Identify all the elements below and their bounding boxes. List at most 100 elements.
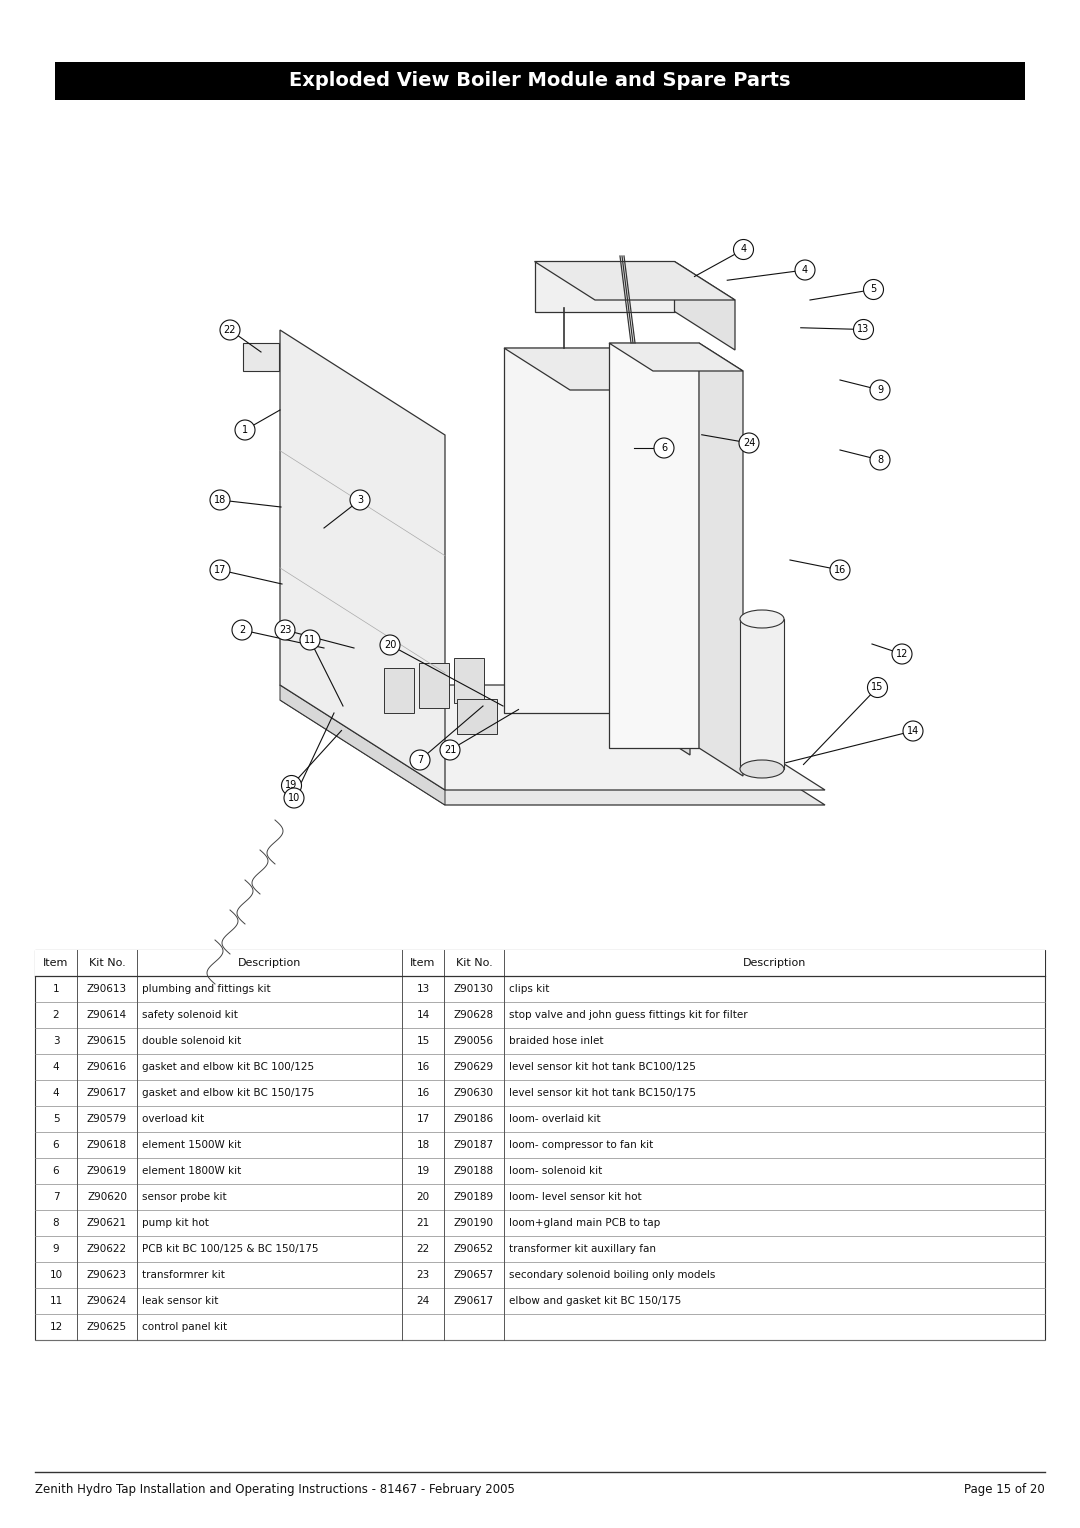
Text: braided hose inlet: braided hose inlet [509, 1036, 604, 1047]
Circle shape [440, 740, 460, 759]
Text: 11: 11 [50, 1296, 63, 1306]
Text: 16: 16 [417, 1062, 430, 1073]
Text: Z90617: Z90617 [86, 1088, 127, 1099]
Polygon shape [624, 348, 690, 755]
Text: Description: Description [743, 958, 806, 969]
Polygon shape [535, 261, 735, 299]
Text: 19: 19 [417, 1166, 430, 1177]
Text: control panel kit: control panel kit [141, 1322, 227, 1332]
Text: 20: 20 [383, 640, 396, 649]
Text: 7: 7 [53, 1192, 59, 1203]
Text: sensor probe kit: sensor probe kit [141, 1192, 227, 1203]
Text: gasket and elbow kit BC 150/175: gasket and elbow kit BC 150/175 [141, 1088, 314, 1099]
Bar [35, 950, 1045, 976]
Text: element 1500W kit: element 1500W kit [141, 1140, 241, 1151]
Circle shape [867, 677, 888, 697]
Text: level sensor kit hot tank BC150/175: level sensor kit hot tank BC150/175 [509, 1088, 696, 1099]
Circle shape [739, 432, 759, 452]
Text: elbow and gasket kit BC 150/175: elbow and gasket kit BC 150/175 [509, 1296, 681, 1306]
Text: 1: 1 [242, 425, 248, 435]
Polygon shape [535, 261, 675, 312]
Circle shape [410, 750, 430, 770]
Text: safety solenoid kit: safety solenoid kit [141, 1010, 238, 1021]
Text: Z90188: Z90188 [454, 1166, 494, 1177]
Circle shape [733, 240, 754, 260]
Polygon shape [384, 668, 414, 714]
Text: Z90614: Z90614 [86, 1010, 127, 1021]
Polygon shape [280, 685, 445, 805]
Circle shape [853, 319, 874, 339]
Text: 12: 12 [895, 649, 908, 659]
Text: 1: 1 [53, 984, 59, 995]
Text: 2: 2 [53, 1010, 59, 1021]
Text: 14: 14 [907, 726, 919, 736]
Text: Z90130: Z90130 [454, 984, 494, 995]
Text: 17: 17 [417, 1114, 430, 1125]
Text: Zenith Hydro Tap Installation and Operating Instructions - 81467 - February 2005: Zenith Hydro Tap Installation and Operat… [35, 1484, 515, 1496]
Text: 19: 19 [285, 781, 298, 790]
Text: Description: Description [238, 958, 301, 969]
Text: 3: 3 [53, 1036, 59, 1047]
Text: leak sensor kit: leak sensor kit [141, 1296, 218, 1306]
Polygon shape [280, 700, 825, 805]
Text: 16: 16 [834, 565, 846, 575]
Text: Z90628: Z90628 [454, 1010, 494, 1021]
Circle shape [232, 620, 252, 640]
Text: loom+gland main PCB to tap: loom+gland main PCB to tap [509, 1218, 660, 1229]
Text: 4: 4 [802, 264, 808, 275]
Circle shape [380, 636, 400, 656]
Circle shape [870, 380, 890, 400]
Polygon shape [454, 659, 484, 703]
Text: 9: 9 [877, 385, 883, 396]
Circle shape [350, 490, 370, 510]
Text: Z90629: Z90629 [454, 1062, 494, 1073]
Circle shape [220, 319, 240, 341]
Text: secondary solenoid boiling only models: secondary solenoid boiling only models [509, 1270, 715, 1280]
Circle shape [210, 490, 230, 510]
Circle shape [282, 776, 301, 796]
Text: 3: 3 [356, 495, 363, 504]
Bar [35, 950, 1045, 1340]
Text: 13: 13 [858, 324, 869, 335]
Text: level sensor kit hot tank BC100/125: level sensor kit hot tank BC100/125 [509, 1062, 696, 1073]
Ellipse shape [740, 759, 784, 778]
Circle shape [284, 788, 303, 808]
Polygon shape [609, 342, 699, 749]
Bar [243, 342, 279, 371]
Text: plumbing and fittings kit: plumbing and fittings kit [141, 984, 271, 995]
Text: 12: 12 [50, 1322, 63, 1332]
Text: 11: 11 [303, 636, 316, 645]
Text: transformer kit auxillary fan: transformer kit auxillary fan [509, 1244, 656, 1254]
Polygon shape [419, 663, 449, 707]
Text: Z90619: Z90619 [86, 1166, 127, 1177]
Text: Z90652: Z90652 [454, 1244, 494, 1254]
Circle shape [654, 439, 674, 458]
Text: Z90624: Z90624 [86, 1296, 127, 1306]
Ellipse shape [740, 610, 784, 628]
Circle shape [795, 260, 815, 280]
Polygon shape [699, 342, 743, 776]
Polygon shape [609, 342, 743, 371]
Text: Z90056: Z90056 [454, 1036, 494, 1047]
Text: 22: 22 [224, 325, 237, 335]
Text: 23: 23 [279, 625, 292, 636]
Text: 15: 15 [417, 1036, 430, 1047]
Text: Exploded View Boiler Module and Spare Parts: Exploded View Boiler Module and Spare Pa… [289, 72, 791, 90]
Text: 4: 4 [741, 244, 746, 255]
Text: Z90189: Z90189 [454, 1192, 494, 1203]
Text: pump kit hot: pump kit hot [141, 1218, 208, 1229]
Bar [55, 63, 1025, 99]
Text: Z90621: Z90621 [86, 1218, 127, 1229]
Text: Item: Item [410, 958, 435, 969]
Circle shape [210, 559, 230, 581]
Text: 21: 21 [444, 746, 456, 755]
Text: 18: 18 [214, 495, 226, 504]
Text: 5: 5 [53, 1114, 59, 1125]
Text: clips kit: clips kit [509, 984, 550, 995]
Text: Z90625: Z90625 [86, 1322, 127, 1332]
Text: PCB kit BC 100/125 & BC 150/175: PCB kit BC 100/125 & BC 150/175 [141, 1244, 319, 1254]
Text: overload kit: overload kit [141, 1114, 204, 1125]
Circle shape [275, 620, 295, 640]
Text: 8: 8 [877, 455, 883, 465]
Text: Z90187: Z90187 [454, 1140, 494, 1151]
